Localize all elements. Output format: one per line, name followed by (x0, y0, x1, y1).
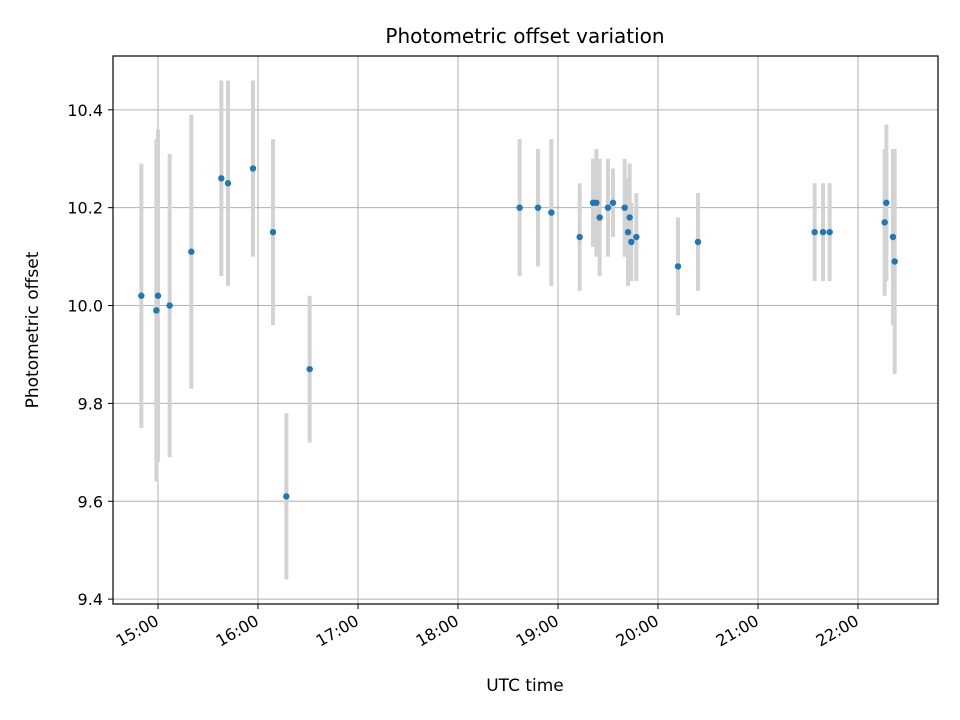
x-axis-label: UTC time (486, 676, 564, 696)
data-point (218, 175, 225, 182)
chart-title: Photometric offset variation (385, 24, 664, 48)
data-point (883, 199, 890, 206)
data-point (674, 263, 682, 270)
data-point (604, 204, 612, 211)
data-point (826, 228, 833, 236)
data-point (819, 228, 827, 236)
data-point (188, 248, 195, 255)
data-point (596, 214, 603, 221)
data-point (576, 233, 583, 241)
data-point (621, 204, 628, 211)
y-tick-label: 10.2 (67, 199, 103, 218)
data-point (269, 228, 277, 236)
data-point (153, 307, 160, 314)
data-point (224, 180, 232, 187)
y-axis-label: Photometric offset (23, 251, 43, 408)
data-point (889, 233, 897, 241)
data-point (633, 233, 640, 241)
y-tick-label: 9.8 (78, 394, 103, 413)
y-tick-label: 9.6 (78, 492, 103, 511)
data-point (891, 258, 898, 265)
data-point (694, 238, 702, 246)
data-point (154, 292, 162, 299)
data-point (534, 204, 542, 211)
data-points (138, 165, 898, 500)
data-point (166, 302, 173, 309)
data-point (626, 214, 633, 221)
data-point (624, 228, 632, 236)
data-point (628, 238, 635, 246)
y-axis: 9.4 9.6 9.8 10.0 10.2 10.4 (67, 101, 113, 609)
y-tick-label: 9.4 (78, 590, 103, 609)
data-point (138, 292, 145, 299)
y-tick-label: 10.4 (67, 101, 103, 120)
data-point (609, 199, 617, 206)
data-point (881, 219, 888, 226)
data-point (548, 209, 555, 216)
y-tick-label: 10.0 (67, 297, 103, 316)
data-point (516, 204, 523, 211)
data-point (249, 165, 257, 172)
data-point (306, 365, 313, 373)
data-point (593, 199, 600, 206)
plot-frame (112, 55, 939, 605)
data-point (811, 228, 818, 236)
data-point (283, 493, 290, 500)
grid (113, 56, 938, 604)
